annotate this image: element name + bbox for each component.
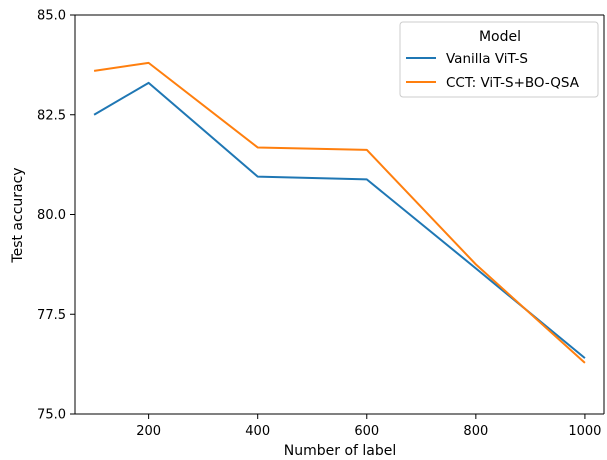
legend-label-cct: CCT: ViT-S+BO-QSA [446,75,580,91]
series-line-0 [93,81,586,359]
x-tick-label: 600 [354,424,379,439]
y-axis-ticks: 75.0 77.5 80.0 82.5 85.0 [37,9,75,423]
y-tick-label: 85.0 [37,9,66,24]
y-tick-label: 80.0 [37,208,66,223]
x-axis-ticks: 200 400 600 800 1000 [136,414,601,439]
x-tick-label: 800 [463,424,488,439]
x-tick-label: 1000 [568,424,601,439]
plot-lines [93,61,586,364]
x-axis-title: Number of label [284,443,397,459]
legend-title: Model [479,29,521,45]
y-axis-title: Test accuracy [10,167,26,263]
y-tick-label: 75.0 [37,408,66,423]
series-line-1 [93,61,586,364]
legend-box [399,21,599,98]
x-tick-label: 400 [245,424,270,439]
x-tick-label: 200 [136,424,161,439]
y-tick-label: 82.5 [37,108,66,123]
legend-label-vanilla: Vanilla ViT-S [446,51,528,67]
legend: Model Vanilla ViT-S CCT: ViT-S+BO-QSA [399,21,599,98]
y-tick-label: 77.5 [37,308,66,323]
